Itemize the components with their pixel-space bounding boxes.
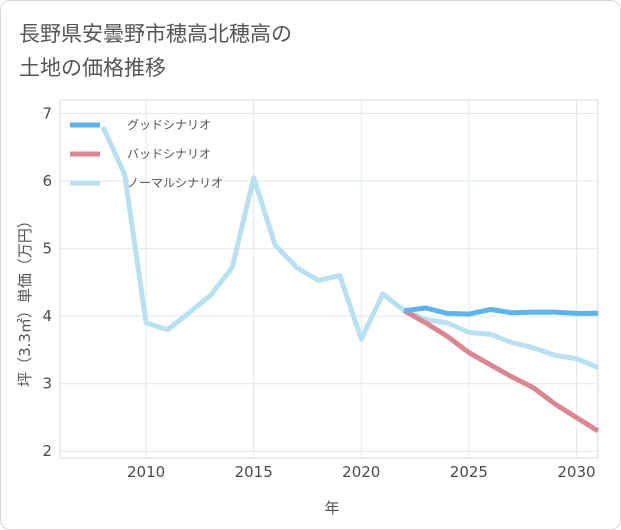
legend-item-bad-label: バッドシナリオ: [127, 147, 211, 161]
chart-title: 長野県安曇野市穂高北穂高の 土地の価格推移: [19, 17, 292, 85]
y-tick-label-5: 5: [42, 240, 52, 258]
y-tick-label-4: 4: [42, 307, 52, 325]
x-tick-label-2020: 2020: [342, 463, 380, 481]
x-tick-label-2030: 2030: [557, 463, 595, 481]
x-tick-label-2010: 2010: [127, 463, 165, 481]
grid-lines: [60, 100, 598, 458]
legend-item-good-label: グッドシナリオ: [127, 118, 211, 132]
chart-title-line-2: 土地の価格推移: [19, 56, 166, 80]
legend-item-normal-label: ノーマルシナリオ: [127, 176, 223, 190]
series-lines: [100, 125, 600, 434]
y-tick-label-6: 6: [42, 172, 52, 190]
y-axis-ticks: 2 3 4 5 6 7: [42, 105, 52, 461]
y-tick-label-2: 2: [42, 442, 52, 460]
x-tick-label-2025: 2025: [450, 463, 488, 481]
bad-scenario-line: [403, 308, 600, 434]
plot-area-border: [59, 99, 599, 459]
y-axis-title: 坪（3.3㎡）単価（万円）: [16, 213, 34, 387]
x-axis-title: 年: [324, 499, 339, 517]
x-tick-label-2015: 2015: [235, 463, 273, 481]
chart-title-line-1: 長野県安曇野市穂高北穂高の: [19, 22, 292, 46]
normal-scenario-line: [100, 125, 599, 370]
y-tick-label-3: 3: [42, 375, 52, 393]
legend-item-bad: バッドシナリオ: [70, 147, 211, 161]
legend-item-normal: ノーマルシナリオ: [70, 176, 223, 190]
y-tick-label-7: 7: [42, 105, 52, 123]
good-scenario-line: [403, 305, 598, 317]
legend-item-good: グッドシナリオ: [70, 118, 211, 132]
x-axis-ticks: 2010 2015 2020 2025 2030: [127, 463, 596, 481]
